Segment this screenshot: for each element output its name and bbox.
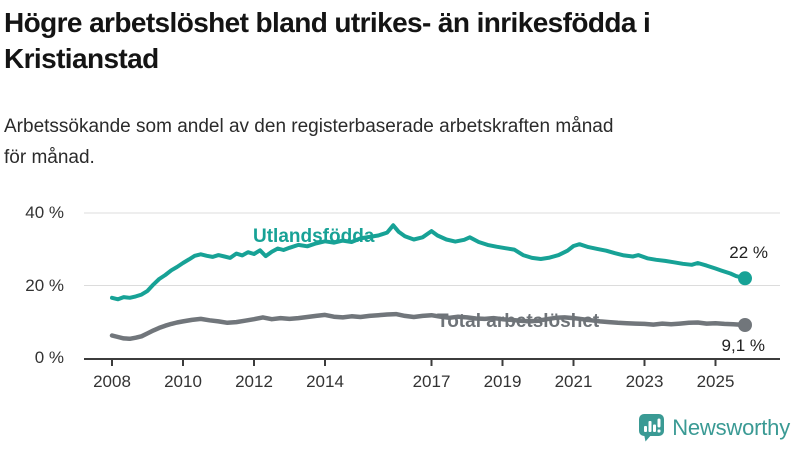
newsworthy-logo-text: Newsworthy: [672, 414, 790, 440]
end-value-label-total-arbetsloshet: 9,1 %: [721, 336, 765, 355]
x-axis-tick-label: 2019: [483, 372, 522, 391]
series-end-dot-0: [738, 271, 752, 286]
series-label-utlandsfodda: Utlandsfödda: [253, 226, 375, 247]
x-axis-tick-label: 2021: [554, 372, 593, 391]
newsworthy-logo[interactable]: Newsworthy: [638, 413, 790, 442]
y-axis-tick-label: 40 %: [25, 203, 64, 222]
series-line-1: [109, 311, 748, 342]
page-title: Högre arbetslöshet bland utrikes- än inr…: [4, 7, 651, 75]
y-axis-tick-label: 20 %: [25, 275, 64, 295]
series-label-total-arbetsloshet: Total arbetslöshet: [437, 311, 600, 332]
newsworthy-logo-icon: [639, 414, 665, 442]
x-axis-tick-label: 2010: [164, 372, 202, 391]
x-axis-tick-label: 2025: [696, 372, 735, 391]
y-axis-tick-label: 0 %: [34, 348, 64, 367]
x-axis-tick-label: 2017: [412, 372, 451, 391]
chart-subtitle: Arbetssökande som andel av den registerb…: [4, 116, 614, 168]
x-axis-tick-label: 2014: [306, 372, 344, 391]
x-axis-tick-label: 2008: [93, 372, 131, 391]
series-line-0: [110, 223, 747, 302]
x-axis-tick-label: 2012: [235, 372, 273, 391]
series-end-dot-1: [738, 318, 752, 332]
end-value-label-utlandsfodda: 22 %: [729, 243, 768, 262]
x-axis-tick-label: 2023: [625, 372, 664, 391]
